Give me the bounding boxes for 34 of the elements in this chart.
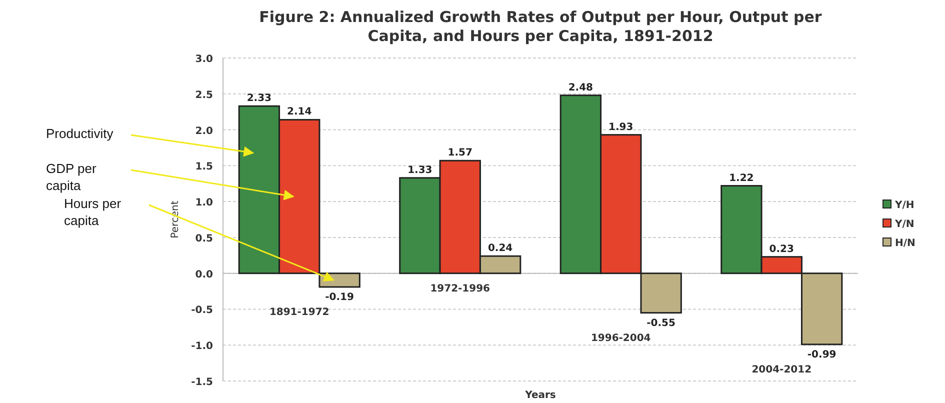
data-label: 1.33 (408, 164, 432, 176)
y-tick-label: 3.0 (195, 54, 214, 65)
legend-label: H/N (895, 238, 916, 249)
y-tick-label: 1.0 (195, 198, 214, 209)
data-label: 1.57 (448, 148, 472, 159)
y-tick-label: -0.5 (191, 305, 214, 316)
text: Hours per capita (64, 196, 122, 228)
data-label: -0.99 (807, 349, 836, 360)
data-label: 2.14 (287, 106, 312, 118)
legend-label: Y/N (894, 219, 914, 230)
y-tick-label: 2.5 (195, 90, 214, 101)
data-label: 1.93 (608, 122, 634, 133)
x-tick-label: 2004-2012 (752, 364, 812, 376)
text: Productivity (46, 126, 114, 141)
y-tick-label: 0.5 (195, 233, 214, 244)
x-axis-title: Years (524, 390, 556, 401)
y-tick-label: -1.0 (191, 341, 214, 352)
y-tick-label: 0.0 (195, 269, 214, 280)
x-tick-label: 1996-2004 (590, 332, 651, 344)
data-label: -0.19 (325, 292, 354, 303)
x-tick-label: 1972-1996 (430, 283, 490, 294)
text: GDP per capita (46, 161, 98, 193)
data-label: 1.22 (729, 172, 754, 184)
y-tick-label: -1.5 (191, 377, 214, 388)
legend-label: Y/H (894, 200, 914, 211)
chart-title: Figure 2: Annualized Growth Rates of Output per Hour, Output per Capita, and Hours per Capita, 1891-2012 (259, 8, 822, 45)
x-tick-label: 1891-1972 (269, 306, 330, 318)
y-tick-label: 1.5 (195, 162, 214, 173)
data-label: 2.48 (568, 82, 594, 94)
data-label: 0.23 (769, 244, 794, 255)
data-label: -0.55 (646, 318, 676, 329)
y-tick-label: 2.0 (195, 126, 214, 137)
data-label: 2.33 (246, 93, 272, 104)
data-label: 0.24 (488, 243, 513, 254)
